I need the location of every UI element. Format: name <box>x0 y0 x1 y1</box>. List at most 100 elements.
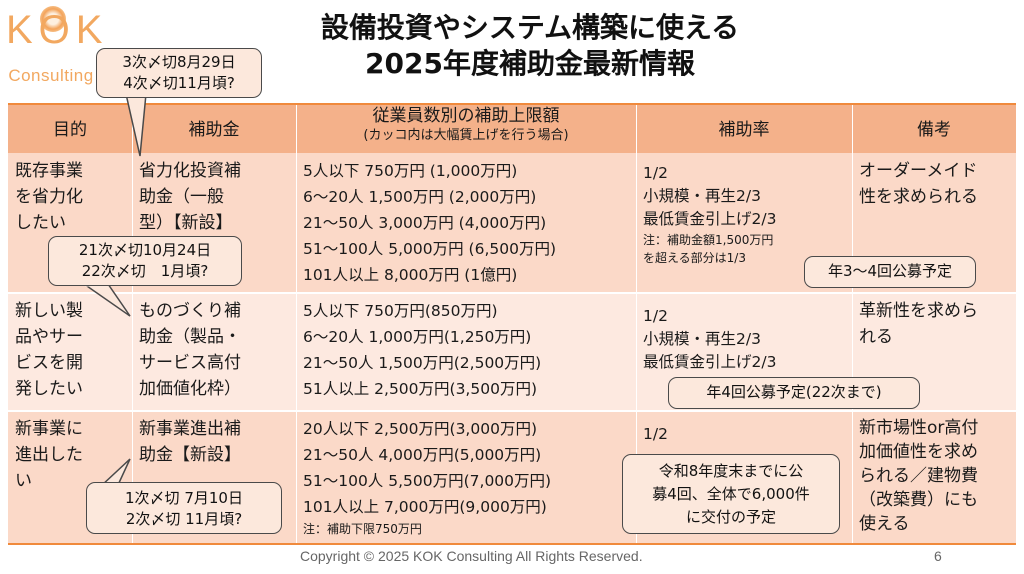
header-limit: 従業員数別の補助上限額 (カッコ内は大幅賃上げを行う場合) <box>296 103 636 153</box>
limit-line: 101人以上 7,000万円(9,000万円) <box>303 498 547 516</box>
row-purpose-line: 既存事業 <box>15 161 83 181</box>
row-subsidy-line: 省力化投資補 <box>139 161 241 181</box>
limit-line: 51～100人 5,500万円(7,000万円) <box>303 472 552 490</box>
callout-tail <box>81 283 131 317</box>
callout-line: 22次〆切 1月頃? <box>81 262 209 280</box>
column-divider <box>132 103 133 545</box>
table-top-border <box>8 103 1016 105</box>
schedule-callout: 令和8年度末までに公 募4回、全体で6,000件 に交付の予定 <box>622 454 840 534</box>
note-line: 革新性を求めら <box>859 301 978 321</box>
page-number: 6 <box>934 548 942 564</box>
header-rate: 補助率 <box>718 120 770 140</box>
row-subsidy-line: 型）【新設】 <box>139 213 233 233</box>
row-subsidy-line: 助金【新設】 <box>139 445 241 465</box>
row-purpose: 既存事業 を省力化 したい <box>8 153 132 293</box>
callout-line: 年4回公募予定(22次まで) <box>706 383 882 401</box>
row-purpose-line: い <box>15 471 32 491</box>
header-limit-note: (カッコ内は大幅賃上げを行う場合) <box>363 128 569 143</box>
row-subsidy-line: 新事業進出補 <box>139 419 241 439</box>
row-divider <box>8 410 1016 412</box>
row-purpose-line: 進出した <box>15 445 83 465</box>
callout-line: 1次〆切 7月10日 <box>125 489 243 507</box>
limit-line: 51～100人 5,000万円 (6,500万円) <box>303 240 557 258</box>
row-limit: 5人以下 750万円 (1,000万円) 6～20人 1,500万円 (2,00… <box>296 153 636 293</box>
header-limit-label: 従業員数別の補助上限額 <box>372 106 560 126</box>
deadline-callout: 3次〆切8月29日 4次〆切11月頃? <box>96 48 262 98</box>
row-purpose-line: したい <box>15 213 66 233</box>
column-divider <box>852 103 853 545</box>
row-subsidy-line: サービス高付 <box>139 353 241 373</box>
header-purpose: 目的 <box>53 120 87 140</box>
row-purpose-line: ビスを開 <box>15 353 83 373</box>
note-line: 加価値性を求め <box>859 442 978 462</box>
logo-subtext: Consulting <box>8 66 94 85</box>
row-subsidy: 省力化投資補 助金（一般 型）【新設】 <box>132 153 296 293</box>
title-line-1: 設備投資やシステム構築に使える <box>320 11 740 44</box>
logo-sun-icon <box>40 6 66 32</box>
rate-line: 1/2 <box>643 307 668 325</box>
slide-title: 設備投資やシステム構築に使える 2025年度補助金最新情報 <box>230 10 830 82</box>
note-line: 性を求められる <box>859 187 978 207</box>
limit-line: 21～50人 4,000万円(5,000万円) <box>303 446 542 464</box>
note-line: （改築費）にも <box>859 490 978 510</box>
row-subsidy-line: 助金（製品・ <box>139 327 241 347</box>
row-subsidy-line: 助金（一般 <box>139 187 224 207</box>
deadline-callout: 1次〆切 7月10日 2次〆切 11月頃? <box>86 482 282 534</box>
header-subsidy: 補助金 <box>188 120 240 140</box>
callout-line: 2次〆切 11月頃? <box>125 510 243 528</box>
callout-line: に交付の予定 <box>685 508 776 526</box>
title-line-2: 2025年度補助金最新情報 <box>365 47 695 80</box>
row-subsidy-line: 加価値化枠） <box>139 379 241 399</box>
row-note: 新市場性or高付 加価値性を求め られる／建物費 （改築費）にも 使える <box>852 411 1016 545</box>
callout-line: 21次〆切10月24日 <box>78 241 212 259</box>
schedule-callout: 年3～4回公募予定 <box>804 256 976 288</box>
row-limit: 5人以下 750万円(850万円) 6～20人 1,000万円(1,250万円)… <box>296 293 636 411</box>
rate-line: 最低賃金引上げ2/3 <box>643 210 777 228</box>
row-note: 革新性を求めら れる <box>852 293 1016 411</box>
note-line: オーダーメイド <box>859 161 978 181</box>
row-subsidy-line: ものづくり補 <box>139 301 241 321</box>
note-line: 新市場性or高付 <box>859 418 979 438</box>
rate-line: 小規模・再生2/3 <box>643 187 761 205</box>
rate-note: を超える部分は1/3 <box>643 251 746 265</box>
rate-line: 1/2 <box>643 164 668 182</box>
note-line: れる <box>859 327 893 347</box>
row-divider <box>8 292 1016 294</box>
logo-text: KOK <box>6 8 109 52</box>
company-logo: KOK Consulting <box>6 4 109 100</box>
rate-line: 1/2 <box>643 425 668 443</box>
row-note: オーダーメイド 性を求められる <box>852 153 1016 293</box>
limit-line: 21～50人 1,500万円(2,500万円) <box>303 354 542 372</box>
row-rate: 1/2 <box>636 411 852 545</box>
slide-footer: Copyright © 2025 KOK Consulting All Righ… <box>0 548 1024 570</box>
table-bottom-border <box>8 543 1016 545</box>
limit-line: 5人以下 750万円 (1,000万円) <box>303 162 518 180</box>
table-header-row: 目的 補助金 従業員数別の補助上限額 (カッコ内は大幅賃上げを行う場合) 補助率… <box>8 103 1016 153</box>
callout-line: 3次〆切8月29日 <box>122 53 236 71</box>
row-purpose-line: 新しい製 <box>15 301 83 321</box>
rate-line: 小規模・再生2/3 <box>643 330 761 348</box>
row-purpose-line: 品やサー <box>15 327 83 347</box>
rate-line: 最低賃金引上げ2/3 <box>643 353 777 371</box>
schedule-callout: 年4回公募予定(22次まで) <box>668 377 920 409</box>
callout-line: 年3～4回公募予定 <box>827 262 953 280</box>
row-purpose: 新しい製 品やサー ビスを開 発したい <box>8 293 132 411</box>
limit-line: 6～20人 1,000万円(1,250万円) <box>303 328 532 346</box>
column-divider <box>636 103 637 545</box>
deadline-callout: 21次〆切10月24日 22次〆切 1月頃? <box>48 236 242 286</box>
note-line: 使える <box>859 514 910 534</box>
callout-line: 4次〆切11月頃? <box>123 74 235 92</box>
callout-line: 令和8年度末までに公 <box>658 462 804 480</box>
limit-line: 51人以上 2,500万円(3,500万円) <box>303 380 537 398</box>
row-purpose-line: を省力化 <box>15 187 83 207</box>
limit-line: 21～50人 3,000万円 (4,000万円) <box>303 214 547 232</box>
row-limit: 20人以下 2,500万円(3,000万円) 21～50人 4,000万円(5,… <box>296 411 636 545</box>
row-subsidy: ものづくり補 助金（製品・ サービス高付 加価値化枠） <box>132 293 296 411</box>
row-subsidy: 新事業進出補 助金【新設】 <box>132 411 296 545</box>
note-line: られる／建物費 <box>859 466 978 486</box>
callout-tail <box>125 93 147 157</box>
row-rate: 1/2 小規模・再生2/3 最低賃金引上げ2/3 <box>636 293 852 411</box>
limit-line: 5人以下 750万円(850万円) <box>303 302 498 320</box>
limit-line: 20人以下 2,500万円(3,000万円) <box>303 420 537 438</box>
callout-line: 募4回、全体で6,000件 <box>652 485 810 503</box>
